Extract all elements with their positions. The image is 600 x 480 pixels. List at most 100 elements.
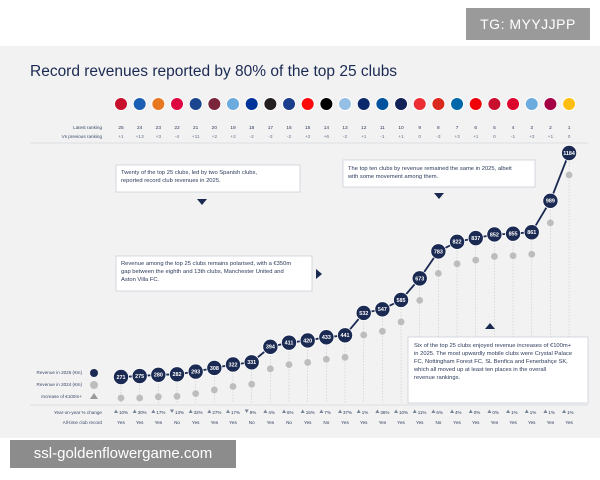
yoy-change-value: 30% — [138, 410, 147, 415]
vs-previous-value: +1 — [473, 134, 479, 140]
all-time-record-value: No — [323, 420, 329, 425]
latest-ranking-value: 6 — [474, 125, 477, 131]
watermark: ssl-goldenflowergame.com — [10, 440, 236, 468]
revenue-2024-marker — [322, 355, 330, 363]
latest-ranking-value: 10 — [398, 125, 404, 131]
yoy-change-value: 10% — [399, 410, 408, 415]
vs-previous-value: -2 — [287, 134, 292, 140]
annotation-4: Six of the top 25 clubs enjoyed revenue … — [407, 323, 589, 404]
annotation-1: Twenty of the top 25 clubs, led by two S… — [115, 164, 301, 205]
annotation-2-text: The top ten clubs by revenue remained th… — [347, 166, 512, 180]
all-time-record-value: Yes — [509, 420, 517, 425]
chart-title: Record revenues reported by 80% of the t… — [30, 63, 397, 80]
latest-ranking-value: 3 — [530, 125, 533, 131]
all-time-record-value: Yes — [565, 420, 573, 425]
yoy-change-value: 0% — [492, 410, 499, 415]
latest-ranking-value: 9 — [418, 125, 421, 131]
club-crest-icon — [188, 97, 203, 111]
all-time-record-value: No — [435, 420, 441, 425]
vs-previous-value: -1 — [511, 134, 516, 140]
vs-previous-value: +2 — [305, 134, 311, 140]
revenue-2025-point — [561, 144, 578, 161]
all-time-record-value: Yes — [397, 420, 405, 425]
revenue-2024-markers — [117, 171, 573, 402]
revenue-2025-label: 532 — [359, 311, 368, 317]
revenue-2024-marker — [528, 250, 536, 258]
yoy-change-value: 27% — [212, 410, 221, 415]
revenue-2025-point — [225, 356, 242, 373]
club-crest-icon — [170, 97, 185, 111]
yoy-up-arrow-icon — [282, 409, 287, 413]
yoy-change-value: 13% — [175, 410, 184, 415]
yoy-up-arrow-icon — [207, 409, 212, 413]
revenue-2025-point — [355, 304, 372, 321]
yoy-up-arrow-icon — [431, 409, 436, 413]
revenue-2024-marker — [229, 383, 237, 390]
revenue-2025-point — [206, 359, 223, 376]
yoy-change-value: 17% — [156, 410, 165, 415]
yoy-up-arrow-icon — [151, 409, 156, 413]
all-time-record-label: All-time club record — [63, 420, 103, 425]
yoy-change-value: 17% — [231, 410, 240, 415]
club-crest-icon — [375, 97, 390, 111]
yoy-change-label: Year-on-year % change — [54, 410, 103, 415]
yoy-change-value: 4% — [455, 410, 462, 415]
revenue-2025-point — [318, 329, 335, 346]
yoy-up-arrow-icon — [506, 409, 511, 413]
annotation-2-pointer — [434, 193, 444, 199]
club-crest-icon — [151, 97, 166, 111]
all-time-record-value: Yes — [416, 420, 424, 425]
club-crest-icon — [282, 97, 297, 111]
annotation-4-pointer — [485, 323, 495, 329]
yoy-up-arrow-icon — [394, 409, 399, 413]
revenue-2024-marker — [378, 327, 386, 335]
legend-increase-label: Increase of €100m+ — [41, 394, 82, 399]
all-time-record-value: Yes — [360, 420, 368, 425]
vs-previous-value: +3 — [156, 134, 162, 140]
all-time-record-value: No — [286, 420, 292, 425]
revenue-2025-label: 989 — [546, 199, 555, 205]
club-crest-icon — [468, 97, 483, 111]
all-time-record-value: Yes — [453, 420, 461, 425]
all-time-record-value: Yes — [192, 420, 200, 425]
yoy-change-value: 1% — [548, 410, 555, 415]
club-crest-icon — [431, 97, 446, 111]
latest-ranking-value: 19 — [230, 125, 236, 131]
revenue-2024-marker — [341, 353, 349, 361]
annotation-4-text: Six of the top 25 clubs enjoyed revenue … — [413, 343, 572, 381]
all-time-record-row: Yes Yes Yes No Yes Yes Yes No Yes No Yes No Yes Yes Ye… — [117, 420, 573, 425]
all-time-record-value: Yes — [341, 420, 349, 425]
yoy-change-value: 9% — [250, 410, 257, 415]
revenue-2025-point — [374, 301, 391, 318]
all-time-record-value: Yes — [211, 420, 219, 425]
latest-ranking-value: 8 — [437, 125, 440, 131]
vs-previous-value: -3 — [268, 134, 273, 140]
annotation-1-pointer — [197, 199, 207, 205]
club-crest-icon — [506, 97, 521, 111]
revenue-2025-point — [337, 327, 354, 344]
legend: Revenue in 2025 (€m) Revenue in 2024 (€m… — [37, 369, 98, 399]
revenue-2025-point — [486, 226, 503, 243]
vs-previous-value: +1 — [118, 134, 124, 140]
vs-previous-value: -1 — [380, 134, 385, 140]
all-time-record-value: Yes — [136, 420, 144, 425]
latest-ranking-value: 20 — [212, 125, 218, 131]
club-crest-icon — [356, 97, 371, 111]
all-time-record-value: Yes — [547, 420, 555, 425]
yoy-change-value: 37% — [343, 410, 352, 415]
revenue-2024-marker — [416, 296, 424, 304]
latest-ranking-value: 18 — [249, 125, 255, 131]
vs-previous-value: 0 — [493, 134, 496, 140]
revenue-2025-point — [262, 338, 279, 355]
revenue-2025-label: 322 — [229, 362, 238, 368]
all-time-record-value: Yes — [155, 420, 163, 425]
yoy-up-arrow-icon — [543, 409, 548, 413]
all-time-record-value: Yes — [472, 420, 480, 425]
revenue-2025-point — [187, 363, 204, 380]
all-time-record-value: Yes — [267, 420, 275, 425]
latest-ranking-value: 4 — [512, 125, 515, 131]
revenue-2025-label: 293 — [191, 370, 200, 376]
club-crest-icon — [244, 97, 259, 111]
yoy-up-arrow-icon — [263, 409, 268, 413]
